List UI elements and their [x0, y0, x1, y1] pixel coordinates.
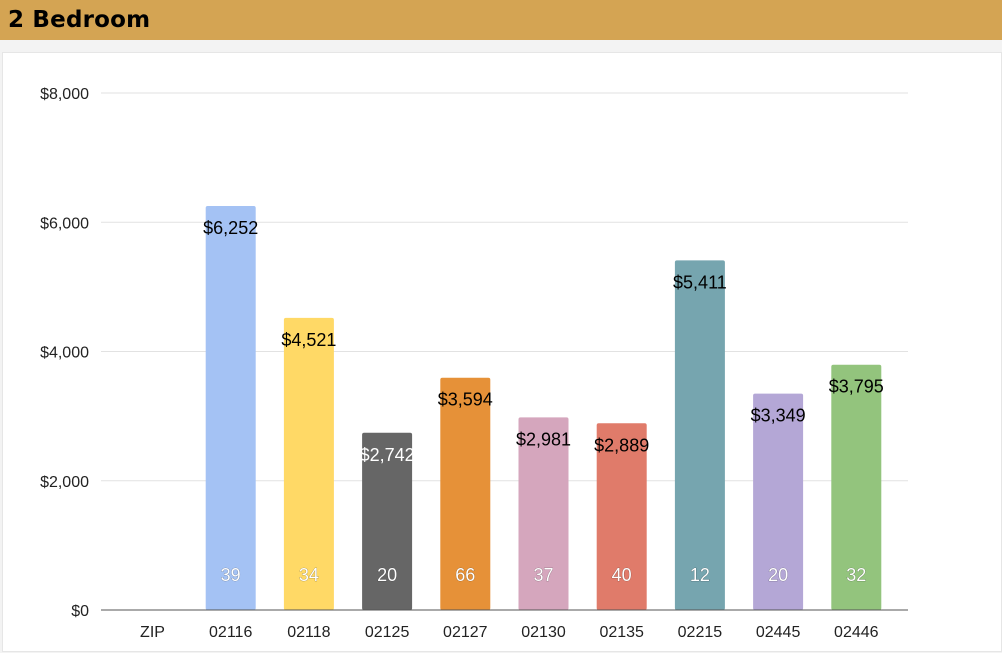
x-tick-label: 02445 — [756, 624, 801, 641]
bar-count-label: 37 — [533, 565, 553, 585]
bar-count-label: 12 — [690, 565, 710, 585]
bar-chart: $0 $2,000 $4,000 $6,000 $8,000 $6,252 39 $4,52… — [40, 86, 908, 641]
bar-count-label: 34 — [299, 565, 319, 585]
bar-value-label: $2,742 — [360, 445, 415, 465]
section-title: 2 Bedroom — [8, 7, 151, 33]
bar-count-label: 66 — [455, 565, 475, 585]
bar-value-label: $3,795 — [829, 377, 884, 397]
y-tick-label: $0 — [71, 603, 89, 620]
section-header: 2 Bedroom — [0, 0, 1002, 40]
bar-value-label: $5,411 — [673, 272, 727, 292]
x-tick-label: 02118 — [287, 624, 330, 641]
bar-02125 — [362, 432, 413, 610]
y-tick-label: $8,000 — [40, 86, 89, 103]
data-labels: $6,252 39 $4,521 34 $2,742 20 $3,594 66 $2,981 37… — [203, 218, 884, 585]
x-tick-label: 02127 — [443, 624, 488, 641]
chart-panel: $0 $2,000 $4,000 $6,000 $8,000 $6,252 39 $4,52… — [2, 52, 1002, 652]
bar-count-label: 40 — [612, 565, 632, 585]
bar-02116 — [205, 205, 256, 611]
bar-02130 — [518, 417, 569, 610]
bar-value-label: $2,889 — [594, 435, 649, 455]
bar-02135 — [596, 423, 647, 610]
x-axis-tick-labels: ZIP 02116 02118 02125 02127 02130 02135 02215 02… — [140, 624, 879, 641]
bar-02127 — [440, 377, 491, 610]
bar-value-label: $3,594 — [438, 390, 493, 410]
bar-count-label: 39 — [221, 565, 241, 585]
x-tick-label: 02446 — [834, 624, 879, 641]
bar-02118 — [283, 317, 334, 610]
x-tick-label: 02130 — [521, 624, 566, 641]
bar-value-label: $2,981 — [516, 429, 571, 449]
bar-count-label: 20 — [377, 565, 397, 585]
bar-count-label: 32 — [846, 565, 866, 585]
x-tick-label: 02116 — [209, 624, 252, 641]
x-tick-label: 02125 — [365, 624, 410, 641]
y-axis-tick-labels: $0 $2,000 $4,000 $6,000 $8,000 — [40, 86, 89, 620]
bar-count-label: 20 — [768, 565, 788, 585]
y-tick-label: $6,000 — [40, 215, 89, 232]
x-tick-label: ZIP — [140, 624, 165, 641]
bar-02215 — [674, 260, 725, 610]
y-tick-label: $2,000 — [40, 474, 89, 491]
y-tick-label: $4,000 — [40, 345, 89, 362]
bar-value-label: $3,349 — [751, 406, 806, 426]
bars — [205, 205, 882, 611]
bar-02445 — [753, 393, 804, 610]
bar-value-label: $6,252 — [203, 218, 258, 238]
x-tick-label: 02215 — [678, 624, 723, 641]
bar-02446 — [831, 364, 882, 610]
x-tick-label: 02135 — [599, 624, 644, 641]
bar-value-label: $4,521 — [281, 330, 336, 350]
